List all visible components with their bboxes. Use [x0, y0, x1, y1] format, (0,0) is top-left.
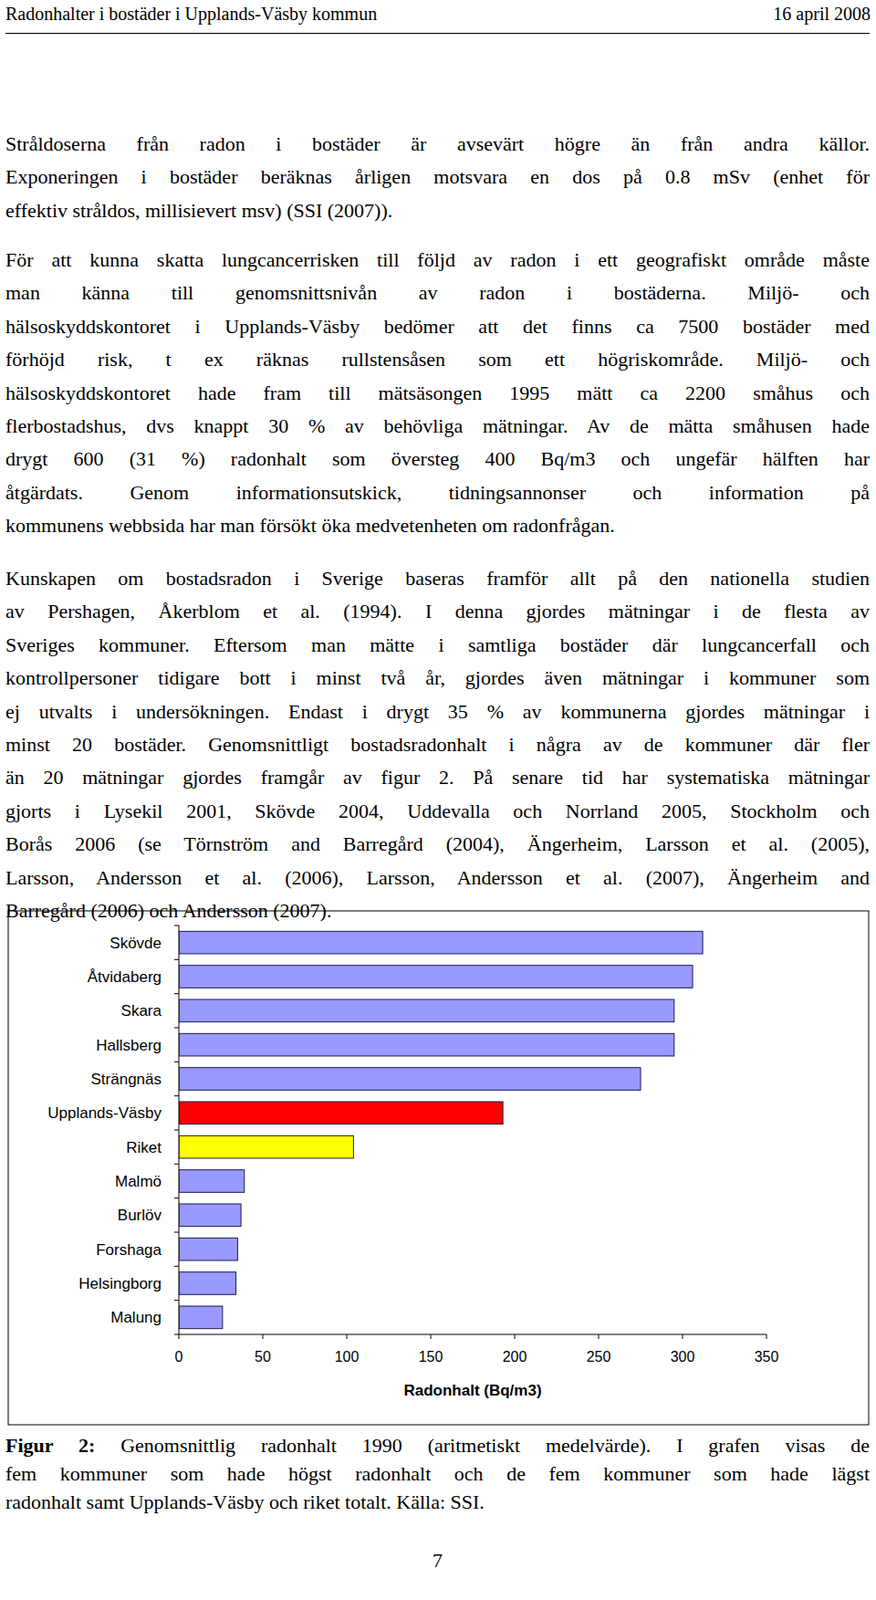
category-label: Hallsberg: [95, 1036, 162, 1054]
category-tick: [174, 992, 179, 994]
category-tick: [174, 925, 179, 927]
category-tick: [174, 1061, 179, 1063]
page-number: 7: [5, 1543, 870, 1577]
paragraph-line: drygt 600 (31 %) radonhalt som översteg …: [5, 442, 870, 476]
category-label: Forshaga: [95, 1241, 162, 1259]
bar: [178, 1135, 354, 1158]
caption-text: Genomsnittlig radonhalt 1990 (aritmetisk…: [120, 1433, 870, 1457]
paragraph-line: effektiv stråldos, millisievert msv) (SS…: [5, 194, 870, 228]
paragraph-line: förhöjd risk, t ex räknas rullstensåsen …: [5, 343, 870, 376]
paragraph-line: av Pershagen, Åkerblom et al. (1994). I …: [5, 594, 870, 628]
bar: [178, 1101, 503, 1125]
category-tick: [174, 1163, 179, 1165]
paragraph-line: hälsoskyddskontoret i Upplands-Väsby bed…: [5, 310, 870, 344]
paragraph-line: Exponeringen i bostäder beräknas årligen…: [5, 160, 870, 194]
paragraph-line: ej utvalts i undersökningen. Endast i dr…: [5, 695, 870, 729]
category-label: Riket: [125, 1138, 162, 1157]
x-tick: [766, 1334, 768, 1339]
paragraph-line: flerbostadshus, dvs knappt 30 % av behöv…: [5, 409, 870, 443]
category-label: Strängnäs: [91, 1070, 163, 1088]
paragraph-line: Borås 2006 (se Törnström and Barregård (…: [5, 827, 870, 861]
category-tick: [174, 1095, 179, 1096]
x-axis-title: Radonhalt (Bq/m3): [403, 1381, 542, 1399]
category-tick: [174, 959, 179, 960]
category-tick: [174, 1129, 179, 1131]
bar: [178, 1169, 245, 1193]
category-tick: [174, 1299, 179, 1301]
category-label: Skara: [121, 1001, 163, 1020]
category-label: Skövde: [109, 934, 162, 952]
bar: [178, 965, 693, 989]
category-tick: [174, 1027, 179, 1029]
paragraph-line: Sveriges kommuner. Eftersom man mätte i …: [5, 628, 870, 662]
x-tick: [598, 1334, 600, 1339]
x-tick: [262, 1334, 264, 1339]
bars: [178, 930, 703, 1328]
bar: [178, 1237, 238, 1261]
x-tick: [430, 1334, 432, 1339]
category-tick: [174, 1197, 179, 1199]
caption-line: Figur 2: Genomsnittlig radonhalt 1990 (a…: [5, 1428, 870, 1462]
x-tick: [514, 1334, 516, 1339]
bar: [178, 1067, 641, 1091]
category-tick: [174, 1231, 179, 1233]
category-label: Burlöv: [117, 1206, 163, 1224]
caption-line: radonhalt samt Upplands-Väsby och riket …: [5, 1485, 870, 1519]
category-tick: [174, 1265, 179, 1267]
paragraph-line: hälsoskyddskontoret hade fram till mätsä…: [5, 376, 870, 410]
paragraph-line: än 20 mätningar gjordes framgår av figur…: [5, 761, 870, 794]
bar: [178, 999, 675, 1022]
x-axis-line: [178, 1334, 767, 1335]
x-tick: [682, 1334, 684, 1339]
chart-frame: [8, 910, 869, 1425]
paragraph-line: Stråldoserna från radon i bostäder är av…: [5, 127, 870, 161]
paragraph-line: För att kunna skatta lungcancerrisken ti…: [5, 243, 870, 277]
category-tick: [174, 1334, 179, 1335]
x-tick-label: 250: [586, 1348, 612, 1365]
category-label: Helsingborg: [78, 1274, 162, 1293]
paragraph-line: Larsson, Andersson et al. (2006), Larsso…: [5, 861, 870, 895]
bar: [178, 1272, 237, 1295]
category-label: Upplands-Väsby: [47, 1104, 162, 1122]
x-tick-label: 200: [502, 1348, 528, 1365]
paragraph-line: minst 20 bostäder. Genomsnittligt bostad…: [5, 728, 870, 762]
paragraph-line: man känna till genomsnittsnivån av radon…: [5, 276, 870, 310]
x-tick-label: 300: [670, 1348, 696, 1365]
x-tick-label: 0: [175, 1348, 184, 1365]
category-label: Malung: [110, 1308, 162, 1326]
caption-label: Figur 2:: [5, 1433, 95, 1457]
header-rule: [5, 32, 870, 34]
category-label: Malmö: [114, 1172, 162, 1190]
x-tick-label: 50: [254, 1348, 272, 1365]
x-tick-label: 350: [754, 1348, 780, 1365]
paragraph-line: åtgärdats. Genom informationsutskick, ti…: [5, 476, 870, 510]
bar: [178, 1203, 241, 1227]
bar: [178, 1032, 675, 1056]
x-tick-label: 100: [334, 1348, 360, 1365]
paragraph-line: kommunens webbsida har man försökt öka m…: [5, 509, 870, 543]
x-tick-label: 150: [418, 1348, 444, 1365]
paragraph-line: gjorts i Lysekil 2001, Skövde 2004, Udde…: [5, 794, 870, 828]
chart: Skövde Åtvidaberg Skara Hallsberg Strängnäs U…: [0, 0, 876, 1600]
caption-line: fem kommuner som hade högst radonhalt oc…: [5, 1457, 870, 1491]
paragraph-line: kontrollpersoner tidigare bott i minst t…: [5, 661, 870, 695]
category-label: Åtvidaberg: [87, 968, 162, 986]
bar: [178, 1305, 223, 1329]
paragraph-line: Kunskapen om bostadsradon i Sverige base…: [5, 562, 870, 595]
x-tick: [178, 1334, 180, 1339]
header-date: 16 april 2008: [772, 0, 871, 28]
x-tick: [346, 1334, 348, 1339]
header-title: Radonhalter i bostäder i Upplands-Väsby …: [5, 0, 377, 28]
bar: [178, 930, 703, 954]
